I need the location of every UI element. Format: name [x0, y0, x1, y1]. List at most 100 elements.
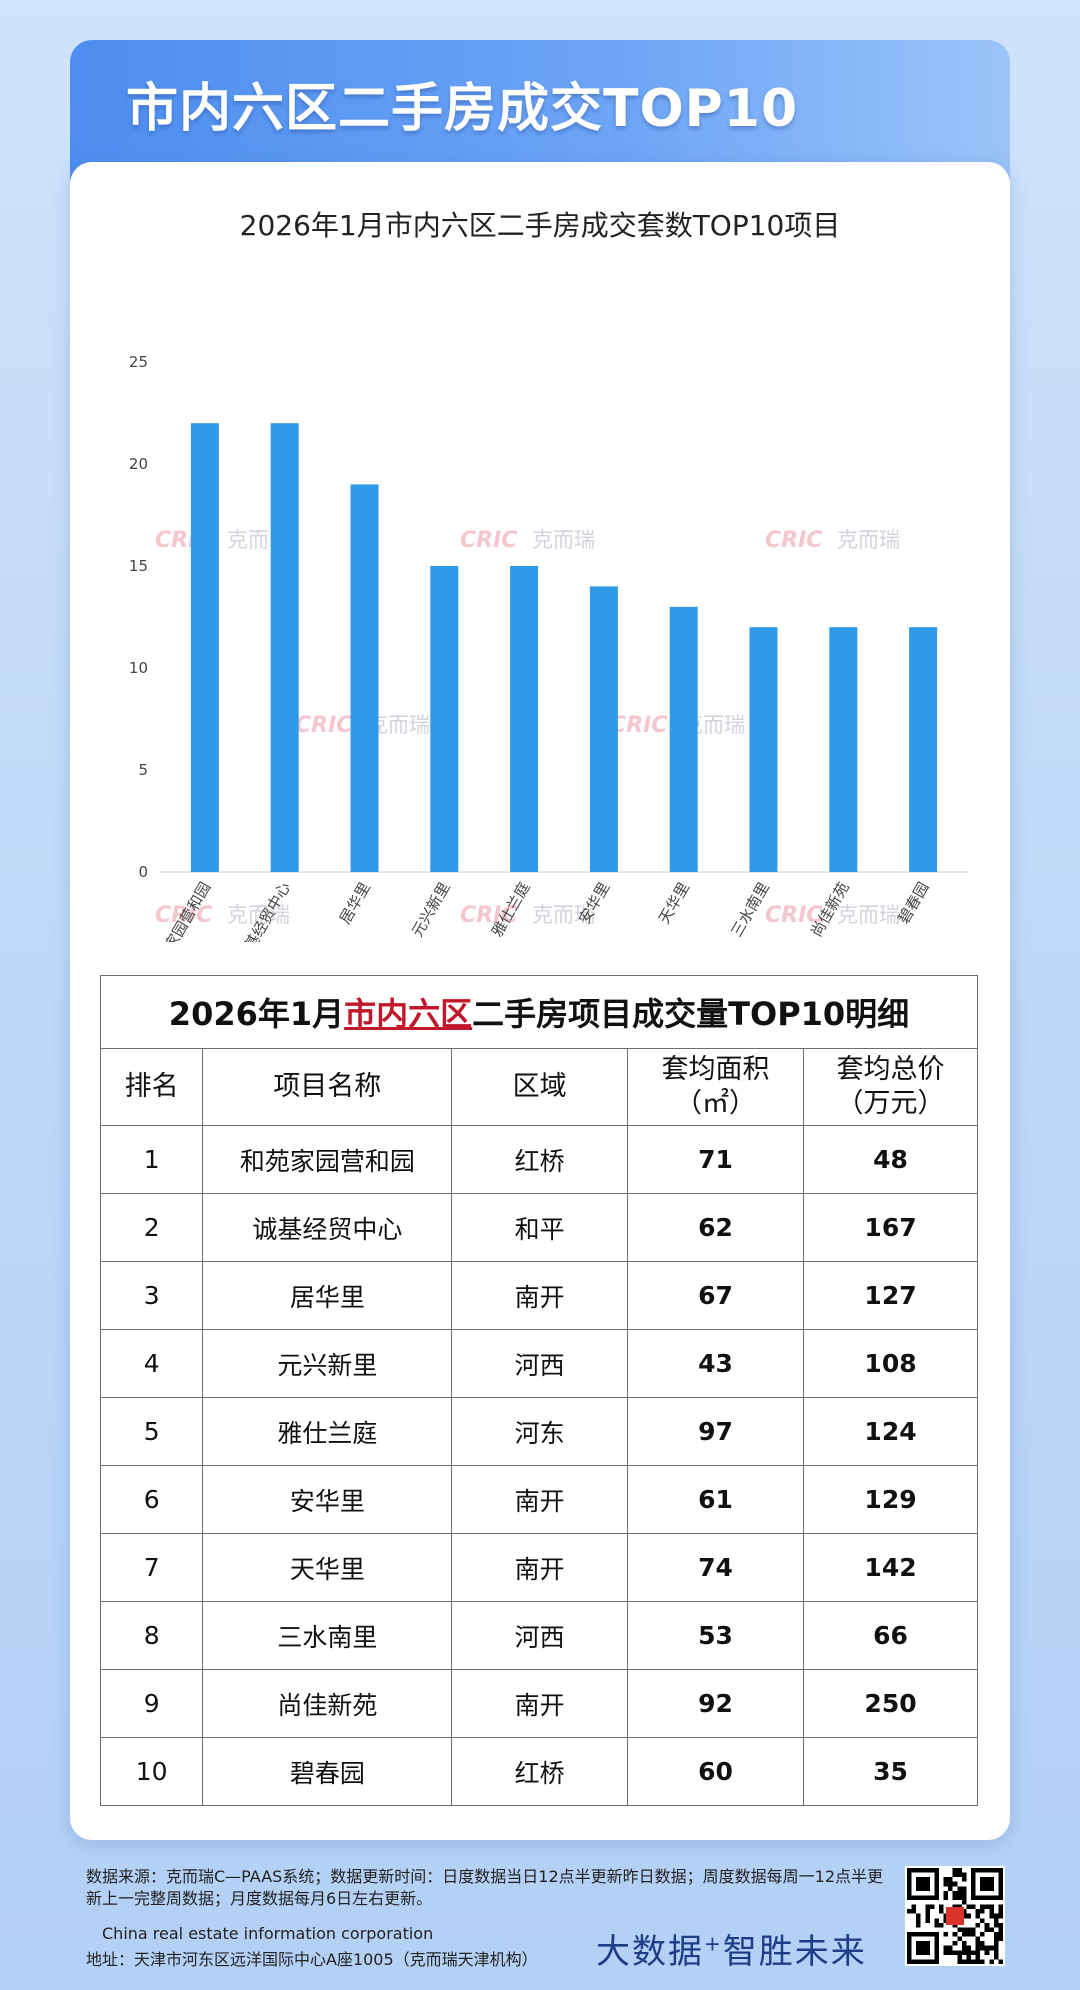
chart-title: 2026年1月市内六区二手房成交套数TOP10项目	[239, 209, 841, 242]
x-tick-label: 碧春园	[894, 879, 932, 927]
qr-module	[925, 1909, 930, 1914]
bar	[589, 586, 618, 872]
qr-module	[980, 1904, 985, 1910]
qr-module	[911, 1909, 917, 1914]
qr-module	[971, 1950, 976, 1955]
qr-module	[989, 1904, 994, 1910]
qr-module	[934, 1922, 939, 1928]
qr-module	[952, 1932, 958, 1937]
y-tick-label: 5	[138, 761, 148, 779]
table-cell: 67	[626, 1261, 805, 1330]
table-cell: 碧春园	[202, 1737, 453, 1806]
qr-module	[957, 1927, 962, 1932]
table-cell: 43	[626, 1329, 805, 1398]
qr-module	[984, 1922, 990, 1928]
bar	[350, 484, 379, 872]
qr-module	[975, 1941, 981, 1946]
bar	[510, 566, 539, 872]
qr-module	[975, 1950, 981, 1955]
y-tick-label: 15	[129, 557, 148, 575]
qr-module	[961, 1877, 967, 1882]
qr-module	[998, 1932, 1003, 1937]
qr-module	[980, 1909, 985, 1914]
qr-module	[916, 1922, 921, 1928]
caption-highlight: 市内六区	[344, 995, 473, 1033]
table-row: 7 天华里 南开 74 142	[99, 1533, 978, 1602]
column-header: 套均面积 （㎡）	[626, 1048, 805, 1126]
qr-module	[993, 1918, 999, 1923]
qr-module	[966, 1913, 971, 1919]
y-tick-label: 25	[129, 353, 148, 371]
table-cell: 河西	[451, 1601, 628, 1670]
table-cell: 和苑家园营和园	[202, 1125, 453, 1194]
watermark-latin: CRIC	[460, 528, 517, 553]
table-caption-row: 2026年1月市内六区二手房项目成交量TOP10明细	[100, 975, 978, 1049]
qr-module	[961, 1932, 967, 1937]
table-cell: 红桥	[451, 1737, 628, 1806]
qr-module	[925, 1904, 930, 1910]
watermark-latin: CRIC	[765, 903, 822, 928]
qr-module	[943, 1877, 949, 1882]
qr-module	[993, 1932, 999, 1937]
content-card: 2026年1月市内六区二手房成交套数TOP10项目 CRIC 克而瑞 CRIC 克而瑞…	[70, 162, 1010, 1840]
table-row: 8 三水南里 河西 53 66	[99, 1601, 978, 1670]
column-header: 套均总价 （万元）	[803, 1048, 978, 1126]
qr-module	[971, 1927, 976, 1932]
table-cell: 尚佳新苑	[202, 1669, 453, 1738]
table-cell: 和平	[451, 1193, 628, 1262]
slogan: 大数据+智胜未来	[596, 1924, 867, 1973]
table-row: 2 诚基经贸中心 和平 62 167	[99, 1193, 978, 1262]
qr-module	[957, 1868, 962, 1873]
table-cell: 6	[99, 1465, 204, 1534]
table-row: 1 和苑家园营和园 红桥 71 48	[99, 1125, 978, 1194]
y-tick-label: 0	[138, 863, 148, 881]
table-cell: 红桥	[451, 1125, 628, 1194]
bar	[829, 627, 858, 872]
qr-module	[952, 1941, 958, 1946]
qr-module	[939, 1922, 944, 1928]
qr-module	[961, 1886, 967, 1891]
qr-module	[961, 1900, 967, 1905]
table-cell: 南开	[451, 1261, 628, 1330]
qr-code-icon[interactable]	[905, 1866, 1005, 1966]
table-cell: 129	[803, 1465, 978, 1534]
qr-module	[975, 1959, 981, 1964]
table-row: 4 元兴新里 河西 43 108	[99, 1329, 978, 1398]
table-cell: 127	[803, 1261, 978, 1330]
qr-module	[980, 1877, 994, 1891]
qr-module	[984, 1927, 990, 1932]
qr-module	[945, 1906, 965, 1926]
qr-module	[993, 1936, 999, 1942]
caption-suffix: 二手房项目成交量TOP10明细	[472, 995, 910, 1033]
qr-module	[971, 1932, 976, 1937]
qr-module	[961, 1890, 967, 1896]
qr-module	[980, 1918, 985, 1923]
qr-module	[993, 1945, 999, 1951]
qr-module	[984, 1945, 990, 1951]
qr-module	[943, 1932, 949, 1937]
qr-module	[916, 1941, 930, 1955]
qr-module	[961, 1959, 967, 1964]
table-row: 3 居华里 南开 67 127	[99, 1261, 978, 1330]
table-row: 6 安华里 南开 61 129	[99, 1465, 978, 1534]
qr-module	[961, 1950, 967, 1955]
table-cell: 1	[99, 1125, 204, 1194]
bar	[749, 627, 778, 872]
table-cell: 8	[99, 1601, 204, 1670]
qr-module	[916, 1913, 921, 1919]
table-row: 10 碧春园 红桥 60 35	[99, 1737, 978, 1806]
table-cell: 97	[626, 1397, 805, 1466]
qr-module	[975, 1909, 981, 1914]
watermark-cn: 克而瑞	[837, 903, 900, 927]
qr-module	[966, 1927, 971, 1932]
qr-module	[975, 1922, 981, 1928]
qr-module	[975, 1936, 981, 1942]
qr-module	[966, 1950, 971, 1955]
table-cell: 南开	[451, 1465, 628, 1534]
qr-module	[966, 1945, 971, 1951]
qr-module	[961, 1945, 967, 1951]
table-cell: 7	[99, 1533, 204, 1602]
table-cell: 250	[803, 1669, 978, 1738]
bar	[190, 423, 219, 872]
table-cell: 142	[803, 1533, 978, 1602]
